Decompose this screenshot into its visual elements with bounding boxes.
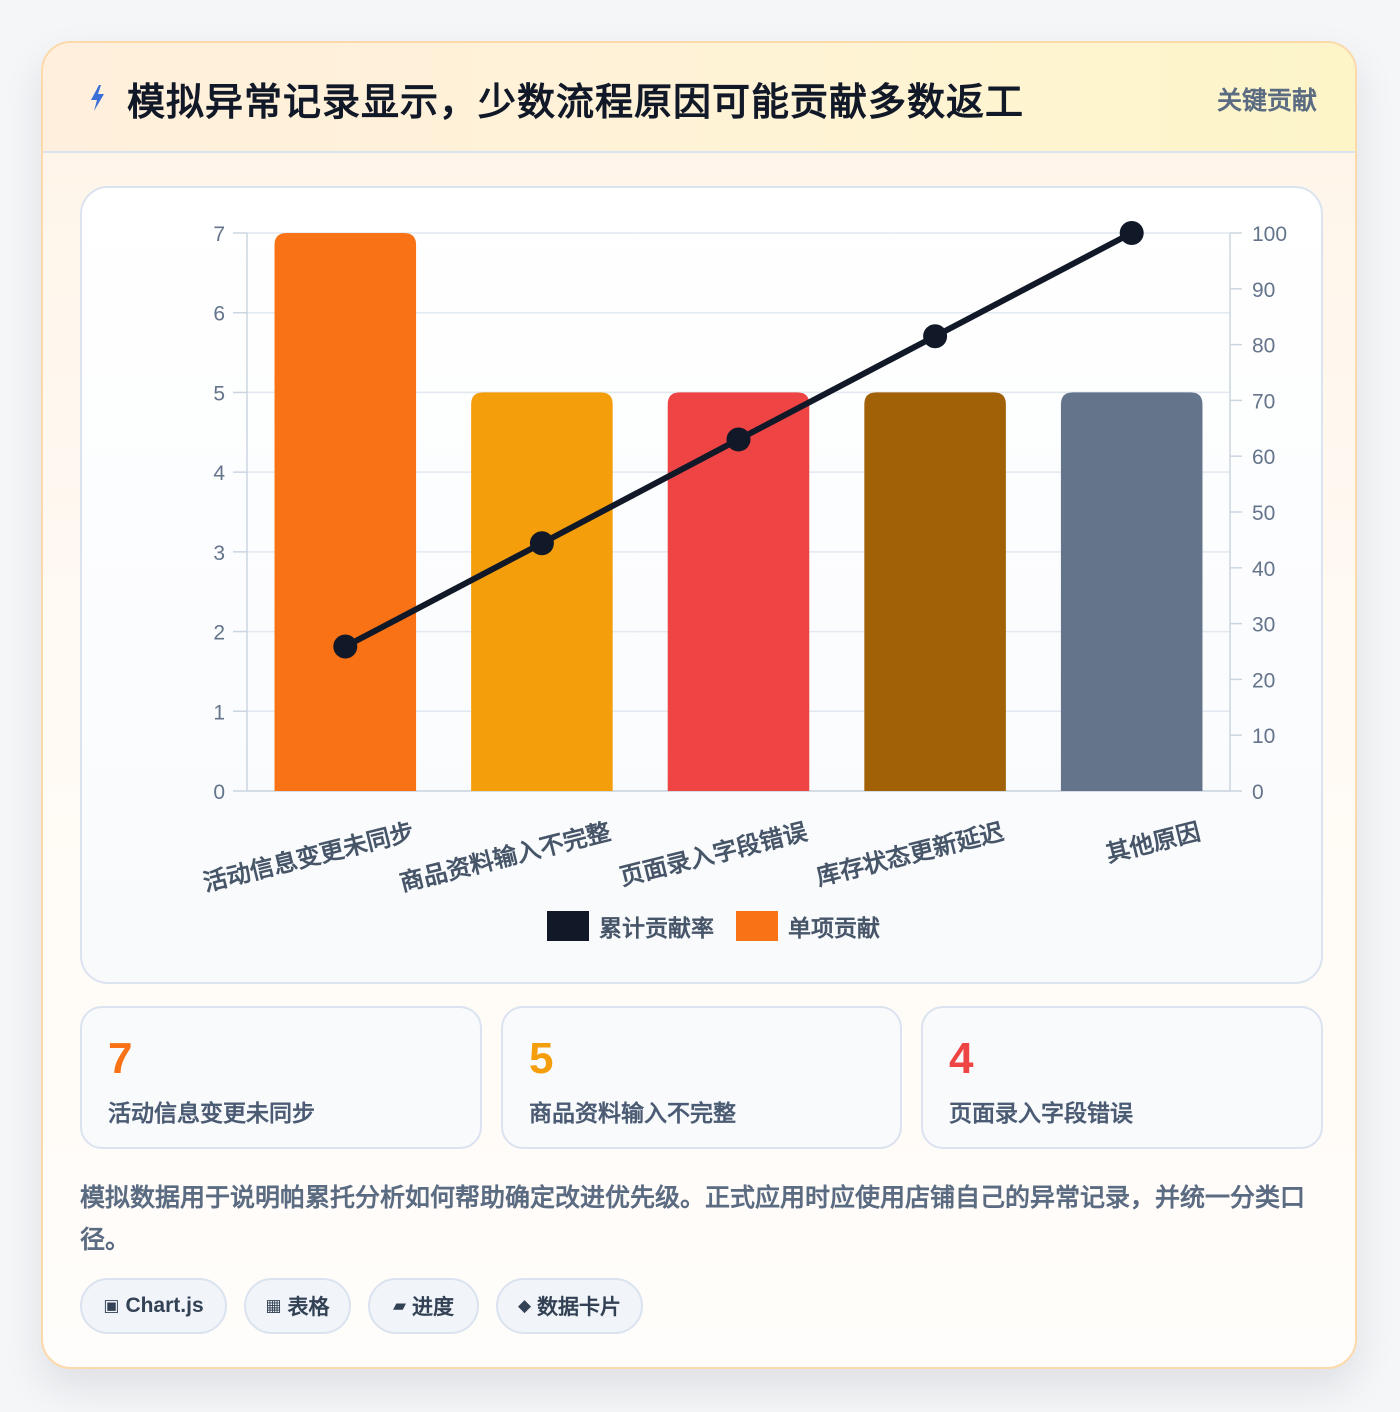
stat-card: 5 商品资料输入不完整 — [501, 1006, 902, 1149]
bar — [1060, 392, 1203, 791]
x-tick-label: 活动信息变更未同步 — [200, 818, 416, 897]
footnote: 模拟数据用于说明帕累托分析如何帮助确定改进优先级。正式应用时应使用店铺自己的异常… — [80, 1184, 1306, 1254]
x-tick-label: 页面录入字段错误 — [617, 817, 811, 891]
line-point — [1119, 221, 1144, 245]
chip-chartjs[interactable]: ▣ Chart.js — [80, 1278, 227, 1334]
bar — [667, 392, 810, 791]
chart-icon: ▣ — [103, 1296, 120, 1315]
lightning-icon — [91, 85, 104, 111]
line-point — [726, 427, 751, 452]
stat-label: 活动信息变更未同步 — [108, 1100, 315, 1126]
y-left-tick-label: 0 — [213, 781, 225, 804]
card-header: 模拟异常记录显示，少数流程原因可能贡献多数返工 关键贡献 — [43, 43, 1355, 153]
page-title: 模拟异常记录显示，少数流程原因可能贡献多数返工 — [127, 82, 1025, 124]
y-right-tick-label: 60 — [1252, 446, 1275, 469]
diamond-icon: ◆ — [517, 1296, 532, 1315]
legend-label: 单项贡献 — [788, 915, 880, 941]
stat-card: 7 活动信息变更未同步 — [80, 1006, 482, 1149]
stat-value: 5 — [529, 1034, 554, 1083]
pareto-chart: 012345670102030405060708090100活动信息变更未同步商… — [200, 221, 1287, 941]
y-left-tick-label: 6 — [213, 303, 225, 326]
y-right-tick-label: 10 — [1252, 725, 1275, 748]
y-right-tick-label: 40 — [1252, 558, 1275, 581]
chip-table[interactable]: ▦ 表格 — [244, 1278, 351, 1334]
y-right-tick-label: 50 — [1252, 502, 1275, 525]
y-left-tick-label: 5 — [213, 382, 225, 405]
bar — [864, 392, 1006, 791]
chip-label: 数据卡片 — [537, 1296, 622, 1319]
y-left-tick-label: 1 — [213, 701, 225, 724]
bar — [471, 392, 613, 791]
line-point — [529, 531, 554, 556]
x-tick-label: 其他原因 — [1103, 819, 1203, 868]
y-left-tick-label: 2 — [213, 622, 225, 645]
stat-card: 4 页面录入字段错误 — [921, 1006, 1323, 1149]
y-right-tick-label: 70 — [1252, 390, 1275, 413]
y-left-tick-label: 7 — [213, 223, 225, 246]
x-tick-label: 商品资料输入不完整 — [397, 818, 613, 897]
progress-icon: ▰ — [392, 1296, 407, 1315]
legend-swatch — [736, 911, 778, 941]
x-tick-label: 库存状态更新延迟 — [813, 818, 1006, 892]
stat-label: 商品资料输入不完整 — [529, 1100, 736, 1126]
y-left-tick-label: 3 — [213, 542, 225, 565]
chip-label: Chart.js — [125, 1294, 204, 1317]
line-point — [333, 634, 358, 659]
y-right-tick-label: 30 — [1252, 614, 1275, 637]
chip-label: 进度 — [412, 1296, 455, 1319]
y-left-tick-label: 4 — [213, 462, 225, 485]
chip-data-card[interactable]: ◆ 数据卡片 — [496, 1278, 643, 1334]
stat-value: 7 — [108, 1034, 133, 1083]
y-right-tick-label: 100 — [1252, 223, 1287, 246]
line-point — [923, 324, 948, 349]
y-right-tick-label: 80 — [1252, 335, 1275, 358]
bar — [274, 233, 417, 791]
key-contribution-badge: 关键贡献 — [1216, 87, 1317, 115]
y-right-tick-label: 20 — [1252, 669, 1275, 692]
stat-label: 页面录入字段错误 — [949, 1100, 1133, 1126]
legend-swatch — [547, 911, 589, 941]
chart-panel: 0 1 2 3 4 5 6 7 0 10 20 30 40 50 60 70 80 90 100 活动信息变更未同步商… — [80, 186, 1323, 984]
y-right-tick-label: 0 — [1252, 781, 1264, 804]
chip-progress[interactable]: ▰ 进度 — [368, 1278, 479, 1334]
chip-label: 表格 — [287, 1296, 330, 1319]
stat-value: 4 — [949, 1034, 974, 1083]
table-icon: ▦ — [265, 1296, 282, 1315]
pareto-card: 模拟异常记录显示，少数流程原因可能贡献多数返工 关键贡献 0 1 2 3 4 5 6 7 0 10… — [41, 41, 1357, 1369]
legend-label: 累计贡献率 — [599, 915, 714, 941]
y-right-tick-label: 90 — [1252, 279, 1275, 302]
